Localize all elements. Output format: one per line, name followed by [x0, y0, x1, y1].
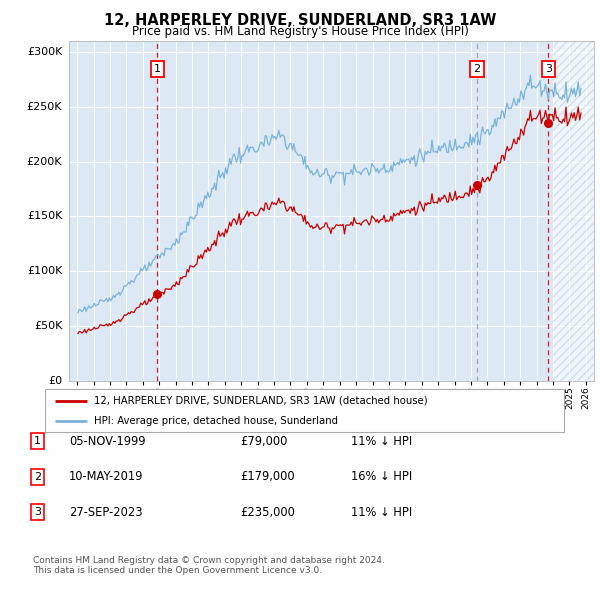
Text: £179,000: £179,000: [240, 470, 295, 483]
Text: £0: £0: [48, 376, 62, 385]
Text: HPI: Average price, detached house, Sunderland: HPI: Average price, detached house, Sund…: [94, 417, 338, 426]
Text: £150K: £150K: [27, 211, 62, 221]
Text: This data is licensed under the Open Government Licence v3.0.: This data is licensed under the Open Gov…: [33, 566, 322, 575]
Text: 3: 3: [34, 507, 41, 517]
Text: Price paid vs. HM Land Registry's House Price Index (HPI): Price paid vs. HM Land Registry's House …: [131, 25, 469, 38]
Text: £79,000: £79,000: [240, 435, 287, 448]
Bar: [553, 41, 600, 381]
Text: £200K: £200K: [26, 157, 62, 167]
Text: 10-MAY-2019: 10-MAY-2019: [69, 470, 143, 483]
Text: £250K: £250K: [26, 102, 62, 112]
Text: 2: 2: [473, 64, 481, 74]
Text: £235,000: £235,000: [240, 506, 295, 519]
Text: 27-SEP-2023: 27-SEP-2023: [69, 506, 143, 519]
Text: Contains HM Land Registry data © Crown copyright and database right 2024.: Contains HM Land Registry data © Crown c…: [33, 556, 385, 565]
Text: £300K: £300K: [27, 47, 62, 57]
Text: 12, HARPERLEY DRIVE, SUNDERLAND, SR3 1AW (detached house): 12, HARPERLEY DRIVE, SUNDERLAND, SR3 1AW…: [94, 396, 428, 406]
Text: 1: 1: [34, 437, 41, 446]
Text: 3: 3: [545, 64, 551, 74]
Text: 12, HARPERLEY DRIVE, SUNDERLAND, SR3 1AW: 12, HARPERLEY DRIVE, SUNDERLAND, SR3 1AW: [104, 13, 496, 28]
Text: 11% ↓ HPI: 11% ↓ HPI: [351, 435, 412, 448]
Text: 1: 1: [154, 64, 161, 74]
Text: £50K: £50K: [34, 321, 62, 331]
Text: 05-NOV-1999: 05-NOV-1999: [69, 435, 146, 448]
Text: £100K: £100K: [27, 266, 62, 276]
Text: 11% ↓ HPI: 11% ↓ HPI: [351, 506, 412, 519]
Text: 2: 2: [34, 472, 41, 481]
Text: 16% ↓ HPI: 16% ↓ HPI: [351, 470, 412, 483]
